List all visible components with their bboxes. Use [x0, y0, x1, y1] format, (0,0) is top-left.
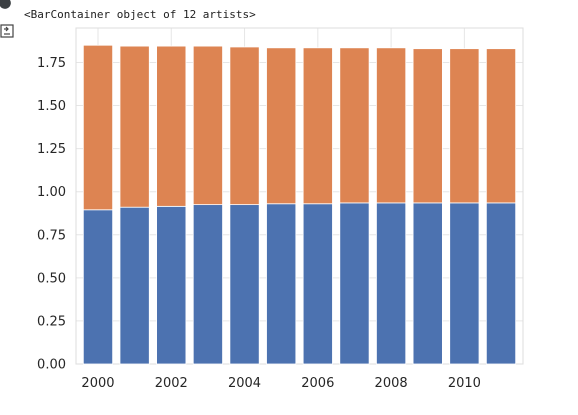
bar-segment-bottom: [267, 204, 296, 364]
bar-segment-bottom: [120, 207, 149, 364]
bar-segment-bottom: [193, 205, 222, 364]
bar-segment-top: [486, 49, 515, 203]
bar-segment-top: [157, 46, 186, 206]
y-tick-label: 1.00: [37, 185, 66, 200]
x-axis-ticks: 2000 2002 2004 2006 2008 2010: [81, 376, 480, 391]
y-tick-label: 1.25: [37, 142, 66, 157]
x-tick-label: 2000: [81, 376, 114, 391]
bar-segment-bottom: [486, 203, 515, 364]
x-tick-label: 2010: [448, 376, 481, 391]
y-tick-label: 0.25: [37, 314, 66, 329]
bar-segment-bottom: [83, 210, 112, 364]
x-tick-label: 2006: [301, 376, 334, 391]
bar-segment-top: [376, 48, 405, 203]
y-tick-label: 1.75: [37, 56, 66, 71]
bar-segment-bottom: [413, 203, 442, 364]
bar-segment-top: [230, 47, 259, 205]
bar-segment-bottom: [157, 206, 186, 364]
bar-segment-bottom: [230, 205, 259, 364]
bar-segment-bottom: [340, 203, 369, 364]
bar-segment-top: [303, 48, 332, 204]
bar-segment-top: [267, 48, 296, 204]
bar-segment-bottom: [376, 203, 405, 364]
x-tick-label: 2008: [375, 376, 408, 391]
bar-segment-top: [340, 48, 369, 203]
x-tick-label: 2002: [155, 376, 188, 391]
x-tick-label: 2004: [228, 376, 261, 391]
y-tick-label: 0.00: [37, 358, 66, 373]
y-axis-ticks: 0.00 0.25 0.50 0.75 1.00 1.25 1.50 1.75: [37, 56, 66, 373]
bar-segment-top: [413, 49, 442, 203]
bar-segment-bottom: [303, 204, 332, 364]
y-tick-label: 1.50: [37, 99, 66, 114]
y-tick-label: 0.75: [37, 228, 66, 243]
y-tick-label: 0.50: [37, 271, 66, 286]
bar-segment-top: [193, 46, 222, 205]
bar-segment-top: [83, 45, 112, 210]
bar-segment-bottom: [450, 203, 479, 364]
bar-segment-top: [120, 46, 149, 207]
bar-segment-top: [450, 49, 479, 203]
